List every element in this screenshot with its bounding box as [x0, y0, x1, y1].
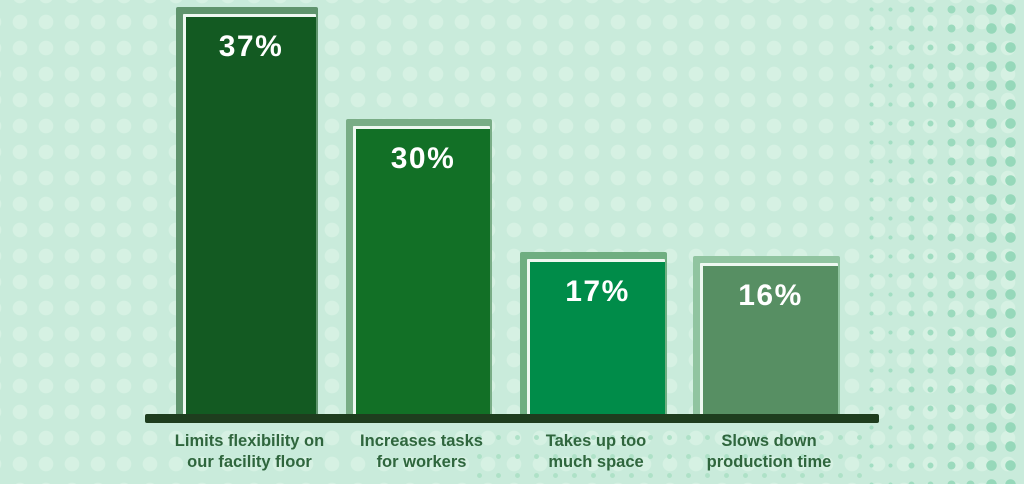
bar-group: 30%: [346, 119, 492, 418]
right-dot-pattern: [942, 0, 982, 484]
right-dot-pattern: [902, 0, 942, 484]
category-label: Increases tasks for workers: [360, 432, 483, 472]
bar: 16%: [700, 263, 838, 418]
bar-group: 37%: [176, 7, 318, 418]
category-label: Takes up too much space: [545, 432, 647, 472]
bar: 17%: [527, 259, 665, 418]
right-dot-pattern: [862, 0, 902, 484]
bar-value-label: 30%: [390, 142, 456, 175]
category-label: Limits flexibility on our facility floor: [174, 432, 325, 472]
bar-value-label: 37%: [218, 30, 284, 63]
category-label: Slows down production time: [706, 432, 832, 472]
bar-group: 16%: [693, 256, 840, 418]
bar-value-label: 17%: [565, 275, 630, 308]
right-dot-pattern: [982, 0, 1024, 484]
bar: 37%: [183, 14, 316, 418]
bar: 30%: [353, 126, 490, 418]
bar-value-label: 16%: [738, 279, 803, 312]
bar-group: 17%: [520, 252, 667, 418]
bottom-dot-pattern: [470, 428, 862, 484]
x-axis-line: [145, 414, 879, 423]
